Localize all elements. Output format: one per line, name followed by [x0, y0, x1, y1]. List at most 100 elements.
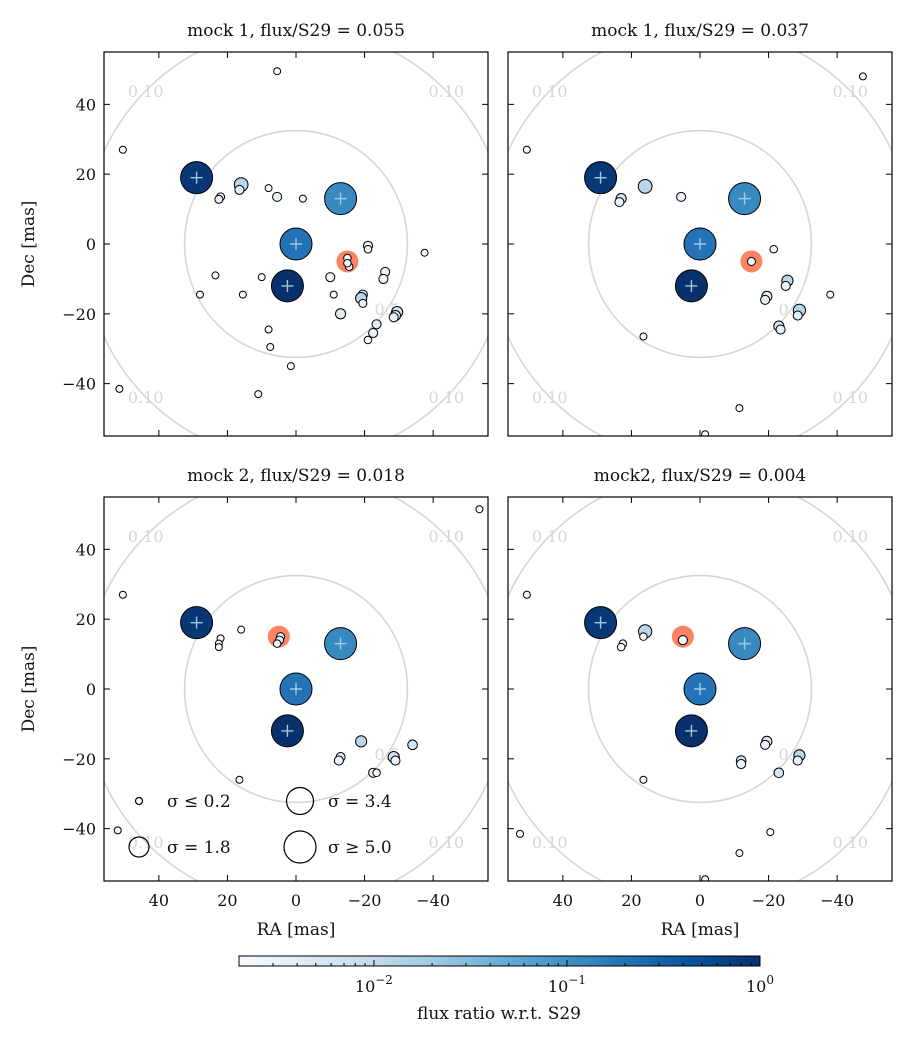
contour-label: 0.10 [428, 82, 464, 101]
detection-point [746, 256, 756, 266]
detection-point [773, 767, 785, 779]
detection-point [388, 312, 399, 323]
detection-point [522, 145, 531, 154]
star-cross [290, 238, 302, 250]
detection-point [420, 248, 429, 257]
detection-point [211, 271, 220, 280]
colorbar-tick-exponent: −1 [568, 973, 586, 987]
contour-0.5 [183, 129, 409, 359]
star-cross [685, 724, 698, 737]
contour-label: 0.10 [832, 527, 868, 546]
detection-point [264, 325, 273, 334]
detection-point [272, 191, 283, 202]
size-legend: σ ≤ 0.2 σ = 3.4 σ = 1.8 σ ≥ 5.0 [128, 786, 392, 864]
detection-point [254, 390, 263, 399]
legend-label-sigma-1.8: σ = 1.8 [167, 838, 231, 858]
star-cross [594, 616, 607, 629]
contour-label: 0.10 [428, 388, 464, 407]
detection-point [639, 332, 648, 341]
detection-point [238, 290, 247, 299]
detection-point [475, 505, 484, 514]
x-tick-label: 0 [291, 891, 301, 910]
detection-point [516, 829, 524, 838]
plot-area: 0.10 0.100.10 0.100.5 [508, 52, 892, 436]
detection-point [616, 642, 626, 652]
panel-1-title: mock 1, flux/S29 = 0.055 [187, 21, 405, 41]
detection-point [325, 272, 336, 283]
detection-point [266, 342, 275, 351]
detection-point [286, 362, 295, 371]
detection-point [407, 739, 418, 751]
y-tick-label: 0 [86, 235, 96, 254]
contour-label: 0.10 [128, 82, 164, 101]
panel-2: 0.10 0.100.10 0.100.5 [507, 51, 893, 437]
detection-point [639, 632, 648, 641]
colorbar-tick-exponent: −2 [375, 973, 393, 987]
detection-point [766, 828, 775, 837]
colorbar-tick-label: 100 [746, 973, 774, 996]
x-tick-label: 40 [553, 891, 573, 910]
detection-point [769, 244, 778, 254]
detection-point [858, 72, 867, 81]
contour-label: 0.10 [128, 388, 164, 407]
colorbar-tick-label: 10−2 [355, 973, 393, 996]
detection-point [118, 590, 127, 599]
x-axis-label-right: RA [mas] [661, 920, 740, 940]
x-axis-label-left: RA [mas] [257, 920, 336, 940]
x-tick-label: −20 [348, 891, 382, 910]
colorbar: 10−2 10−1 100 flux ratio w.r.t. S29 [238, 955, 774, 1024]
x-tick-label: 20 [621, 891, 641, 910]
colorbar-label: flux ratio w.r.t. S29 [417, 1004, 581, 1024]
detection-point [214, 643, 223, 652]
detection-point [363, 244, 373, 254]
detection-point [639, 775, 648, 784]
detection-point [298, 194, 307, 203]
colorbar-tick-label: 10−1 [548, 973, 586, 996]
detection-point [264, 184, 273, 193]
star-cross [694, 238, 706, 250]
panel-3-title: mock 2, flux/S29 = 0.018 [187, 466, 405, 486]
detection-point [118, 145, 127, 154]
detection-point [115, 384, 124, 393]
detection-point [760, 294, 771, 305]
detection-point [113, 826, 122, 835]
contour-label: 0.10 [128, 527, 164, 546]
panel-4-title: mock2, flux/S29 = 0.004 [594, 466, 806, 486]
detection-point [371, 319, 382, 330]
legend-label-sigma-0.2: σ ≤ 0.2 [167, 792, 231, 812]
plot-area: 0.10 0.100.10 0.100.5 [104, 52, 488, 436]
contour-label: 0.10 [832, 388, 868, 407]
detection-point [372, 768, 381, 778]
star-cross [190, 616, 203, 629]
detection-point [637, 179, 653, 194]
x-tick-label: −40 [820, 891, 854, 910]
contour-label: 0.10 [532, 527, 568, 546]
panel-4: 0.10 0.100.10 0.100.540 20 0 −20 −40 [507, 496, 893, 910]
y-tick-label: −20 [62, 305, 96, 324]
star-cross [694, 683, 706, 695]
detection-point [363, 335, 373, 345]
detection-point [736, 759, 747, 770]
detection-point [826, 290, 835, 299]
detection-point [237, 625, 246, 634]
y-axis-label-bottom: Dec [mas] [19, 646, 39, 733]
detection-point [343, 258, 352, 268]
plot-area: 0.10 0.100.10 0.100.5 [508, 497, 892, 881]
legend-label-sigma-5.0: σ ≥ 5.0 [328, 838, 392, 858]
legend-label-sigma-3.4: σ = 3.4 [328, 792, 392, 812]
legend-marker-sigma-5.0 [283, 830, 317, 864]
detection-point [701, 430, 710, 436]
detection-point [333, 755, 344, 766]
contour-label: 0.10 [128, 833, 164, 852]
colorbar-tick-exponent: 0 [766, 973, 774, 987]
contour-label: 0.10 [532, 833, 568, 852]
star-cross [281, 724, 294, 737]
star-cross [334, 637, 347, 650]
star-cross [738, 192, 751, 205]
y-tick-label: 20 [76, 610, 96, 629]
detection-point [735, 404, 744, 413]
detection-point [355, 735, 368, 748]
y-axis-label-top: Dec [mas] [19, 201, 39, 288]
